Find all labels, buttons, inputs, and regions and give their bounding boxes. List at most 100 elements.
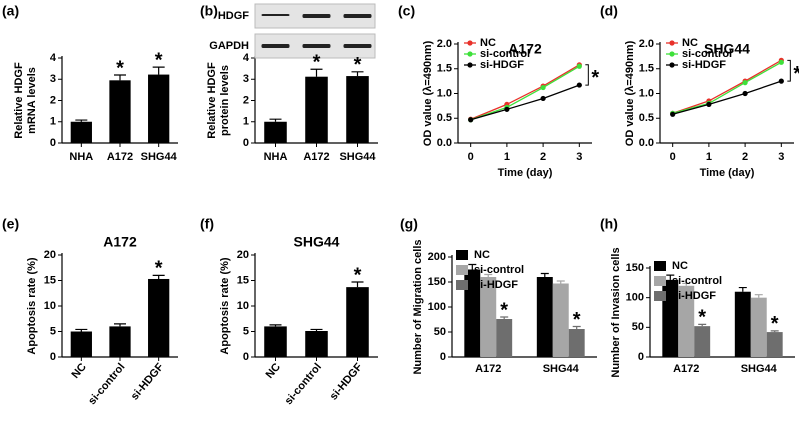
error-bar [540,272,549,277]
blot-label: HDGF [218,10,249,22]
bar [734,291,751,357]
y-tick-label: 100 [626,292,644,304]
y-axis-label: Apoptosis rate (%) [219,257,231,355]
y-tick-label: 4 [243,52,250,64]
panel-label: (f) [200,216,214,232]
error-bar [269,324,282,327]
x-tick-label: SHG44 [543,363,580,375]
y-axis-label: Number of Migration cells [412,239,424,374]
point [742,90,748,97]
x-tick-label: SHG44 [741,363,778,375]
legend-label: si-HDGF [672,290,716,302]
x-tick-label: 2 [742,151,748,163]
y-tick-label: 5 [243,325,249,337]
y-tick-label: 1.5 [639,63,654,75]
point [778,59,784,65]
panel-label: (d) [600,3,618,19]
panel-label: (a) [2,3,19,19]
error-bar [75,328,88,332]
bar [148,74,170,143]
y-axis-label: Apoptosis rate (%) [26,257,38,355]
bar [109,326,131,357]
point [540,84,546,91]
error-bar [572,325,581,329]
blot-band [261,14,290,16]
blot-label: GAPDH [209,40,249,52]
blot-band [343,14,372,18]
line [470,64,580,120]
bar [305,76,328,143]
y-tick-label: 1 [50,116,56,128]
x-axis-label: Time (day) [498,167,553,179]
error-bar [468,263,477,270]
legend-label: NC [682,37,698,49]
blot-band [302,14,331,18]
point [576,82,582,88]
legend-swatch [654,261,666,271]
chart-title: A172 [103,234,137,250]
legend-swatch [456,250,468,260]
line [672,80,782,115]
y-tick-label: 0.0 [437,137,452,149]
line [470,65,580,121]
significance-bracket [585,64,589,86]
y-tick-label: 2.0 [437,38,452,50]
error-bar [484,273,493,277]
legend-marker [467,40,473,46]
legend-swatch [654,291,666,301]
significance: * [793,63,799,85]
x-tick-label: 3 [778,151,784,163]
bar [148,278,170,357]
y-tick-label: 0 [243,351,249,363]
x-tick-label: 1 [504,151,510,163]
significance-bracket [787,59,791,82]
error-bar [698,323,707,327]
y-tick-label: 2 [243,94,249,106]
x-tick-label: SHG44 [141,151,178,163]
significance: * [116,57,124,79]
legend-label: si-control [474,264,524,276]
y-tick-label: 1.0 [437,87,452,99]
y-tick-label: 50 [632,321,644,333]
bar [464,269,481,357]
bar [496,319,513,357]
legend-swatch [456,265,468,275]
error-bar [114,74,126,81]
y-tick-label: 15 [237,274,249,286]
y-tick-label: 1 [243,116,249,128]
y-tick-label: 50 [434,326,446,338]
point [670,111,676,117]
x-tick-label: si-HDGF [328,361,366,403]
y-tick-label: 0 [243,137,249,149]
x-tick-label: A172 [475,363,501,375]
legend-label: si-control [682,48,732,60]
error-bar [682,282,691,286]
point [468,117,474,123]
legend-label: NC [480,37,496,49]
y-tick-label: 0 [440,351,446,363]
bar [70,331,92,357]
legend-label: si-control [672,275,722,287]
x-tick-label: A172 [107,151,133,163]
blot-band [302,44,331,48]
x-tick-label: 2 [540,151,546,163]
legend-marker [669,40,675,46]
bar [264,121,287,143]
y-axis-label: Relative HDGF [13,62,25,139]
y-tick-label: 10 [44,300,56,312]
y-tick-label: 150 [626,262,644,274]
y-axis-label: protein levels [219,65,231,136]
point [504,106,510,112]
bar [662,279,679,357]
y-tick-label: 1.5 [437,63,452,75]
legend-label: si-HDGF [480,59,524,71]
significance: * [573,309,581,331]
x-tick-label: 3 [576,151,582,163]
legend-marker [669,62,675,68]
error-bar [556,280,565,284]
error-bar [310,328,323,331]
error-bar [152,66,165,75]
y-tick-label: 1.0 [639,87,654,99]
